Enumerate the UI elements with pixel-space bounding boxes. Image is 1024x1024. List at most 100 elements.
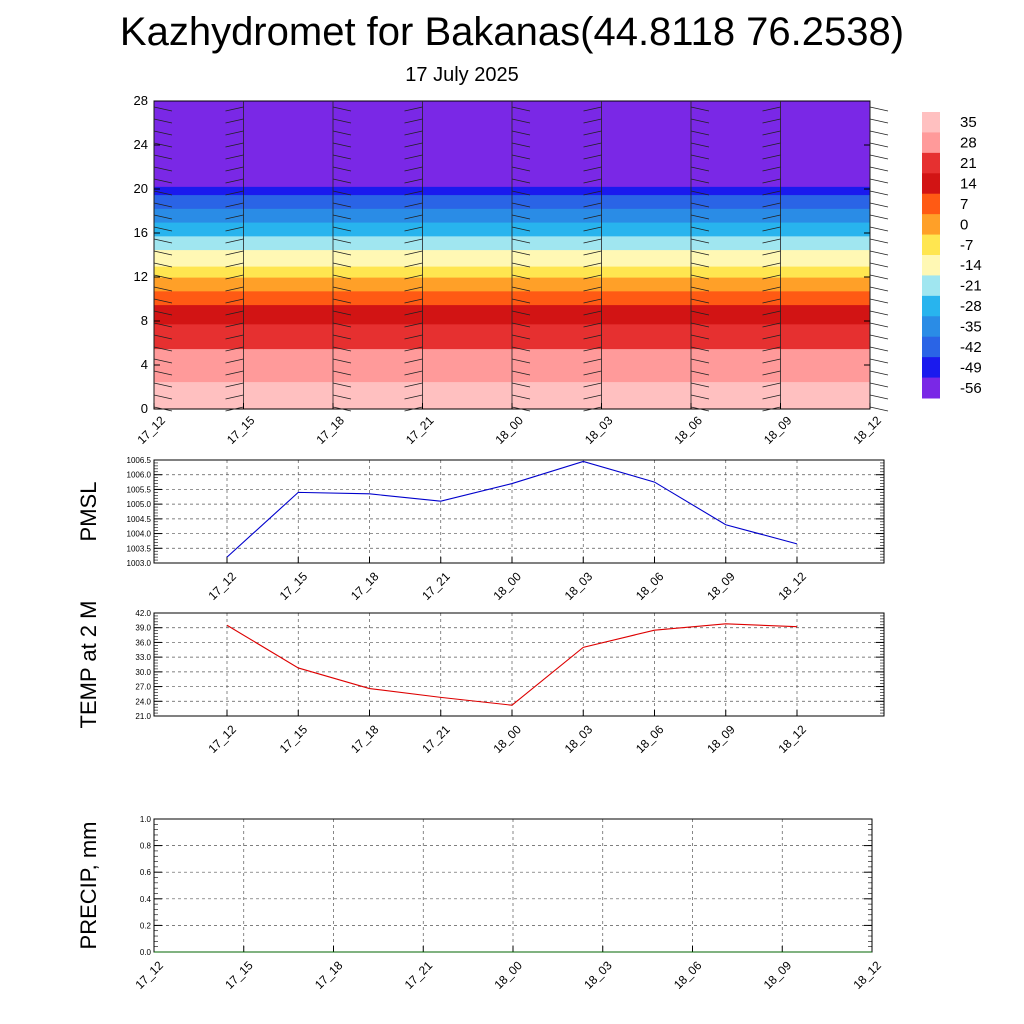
wind-barb [869,106,889,112]
wind-barb [583,262,602,268]
precip-panel-ytick-label: 0.6 [140,868,152,877]
wind-barb [690,154,710,160]
wind-barb [762,346,781,352]
wind-barb [153,370,173,376]
colorbar-swatch [922,275,940,297]
temp-panel-ytick-label: 21.0 [135,712,151,721]
wind-barb [869,406,889,412]
pmsl-panel-xtick-label: 18_12 [775,569,809,603]
wind-barb [869,214,889,220]
wind-barb [690,394,710,400]
colorbar-swatch [922,295,940,317]
wind-barb [404,358,423,364]
wind-barb [225,250,244,256]
wind-barb [332,370,352,376]
wind-barb [690,358,710,364]
wind-barb [225,118,244,124]
wind-barb [869,286,889,292]
wind-barb [583,334,602,340]
wind-barb [690,286,710,292]
heatmap-xtick-label: 18_12 [850,413,884,447]
wind-barb [332,286,352,292]
wind-barb [690,334,710,340]
heatmap-ytick-label: 28 [134,93,148,108]
wind-barb [511,334,531,340]
wind-barb [511,382,531,388]
wind-barb [404,106,423,112]
temp-panel-xtick-label: 17_21 [419,722,453,756]
wind-barb [153,274,173,280]
wind-barb [153,142,173,148]
wind-barb [511,250,531,256]
wind-barb [332,250,352,256]
heatmap-xtick-label: 17_21 [403,413,437,447]
wind-barb [869,370,889,376]
wind-barb [332,202,352,208]
wind-barb [332,166,352,172]
wind-barb [762,394,781,400]
wind-barb [511,298,531,304]
wind-barb [511,274,531,280]
wind-barb [332,358,352,364]
temp-panel-ytick-label: 36.0 [135,638,151,647]
wind-barb [225,310,244,316]
wind-barb [869,274,889,280]
colorbar-swatch [922,234,940,256]
wind-barb [762,130,781,136]
wind-barb [332,130,352,136]
temp-panel-ytick-label: 24.0 [135,697,151,706]
wind-barb [690,238,710,244]
wind-barb [869,166,889,172]
colorbar-label: -42 [960,339,982,356]
wind-barb [583,190,602,196]
pmsl-panel-xtick-label: 18_09 [704,569,738,603]
wind-barb [404,250,423,256]
wind-barb [690,142,710,148]
wind-barb [225,298,244,304]
colorbar-swatch [922,173,940,195]
heatmap-ytick-label: 12 [134,269,148,284]
precip-panel-ytick-label: 1.0 [140,815,152,824]
wind-barb [332,334,352,340]
heatmap-xtick-label: 18_06 [671,413,705,447]
wind-barb [690,406,710,412]
wind-barb [583,238,602,244]
wind-barb [225,130,244,136]
pmsl-panel-xtick-label: 18_03 [562,569,596,603]
wind-barb [153,346,173,352]
wind-barb [511,346,531,352]
wind-barb [404,214,423,220]
wind-barb [225,238,244,244]
wind-barb [583,178,602,184]
wind-barb [690,310,710,316]
wind-barb [583,202,602,208]
wind-barb [404,226,423,232]
colorbar-swatch [922,377,940,399]
wind-barb [511,238,531,244]
pmsl-panel-xtick-label: 17_15 [277,569,311,603]
precip-panel-ylabel: PRECIP, mm [76,822,101,950]
precip-panel-xtick-label: 17_21 [402,958,436,992]
colorbar-swatch [922,357,940,379]
wind-barb [404,370,423,376]
precip-panel-ytick-label: 0.0 [140,948,152,957]
wind-barb [332,310,352,316]
wind-barb [511,178,531,184]
wind-barb [511,286,531,292]
wind-barb [511,214,531,220]
pmsl-panel-ytick-label: 1005.0 [127,500,152,509]
wind-barb [583,382,602,388]
wind-barb [511,406,531,412]
wind-barb [511,130,531,136]
colorbar-swatch [922,132,940,154]
colorbar-label: 35 [960,114,977,131]
colorbar-label: 14 [960,176,977,193]
wind-barb [869,310,889,316]
wind-barb [511,118,531,124]
wind-barb [869,238,889,244]
wind-barb [869,250,889,256]
wind-barb [225,334,244,340]
wind-barb [153,226,173,232]
wind-barb [332,226,352,232]
wind-barb [225,274,244,280]
